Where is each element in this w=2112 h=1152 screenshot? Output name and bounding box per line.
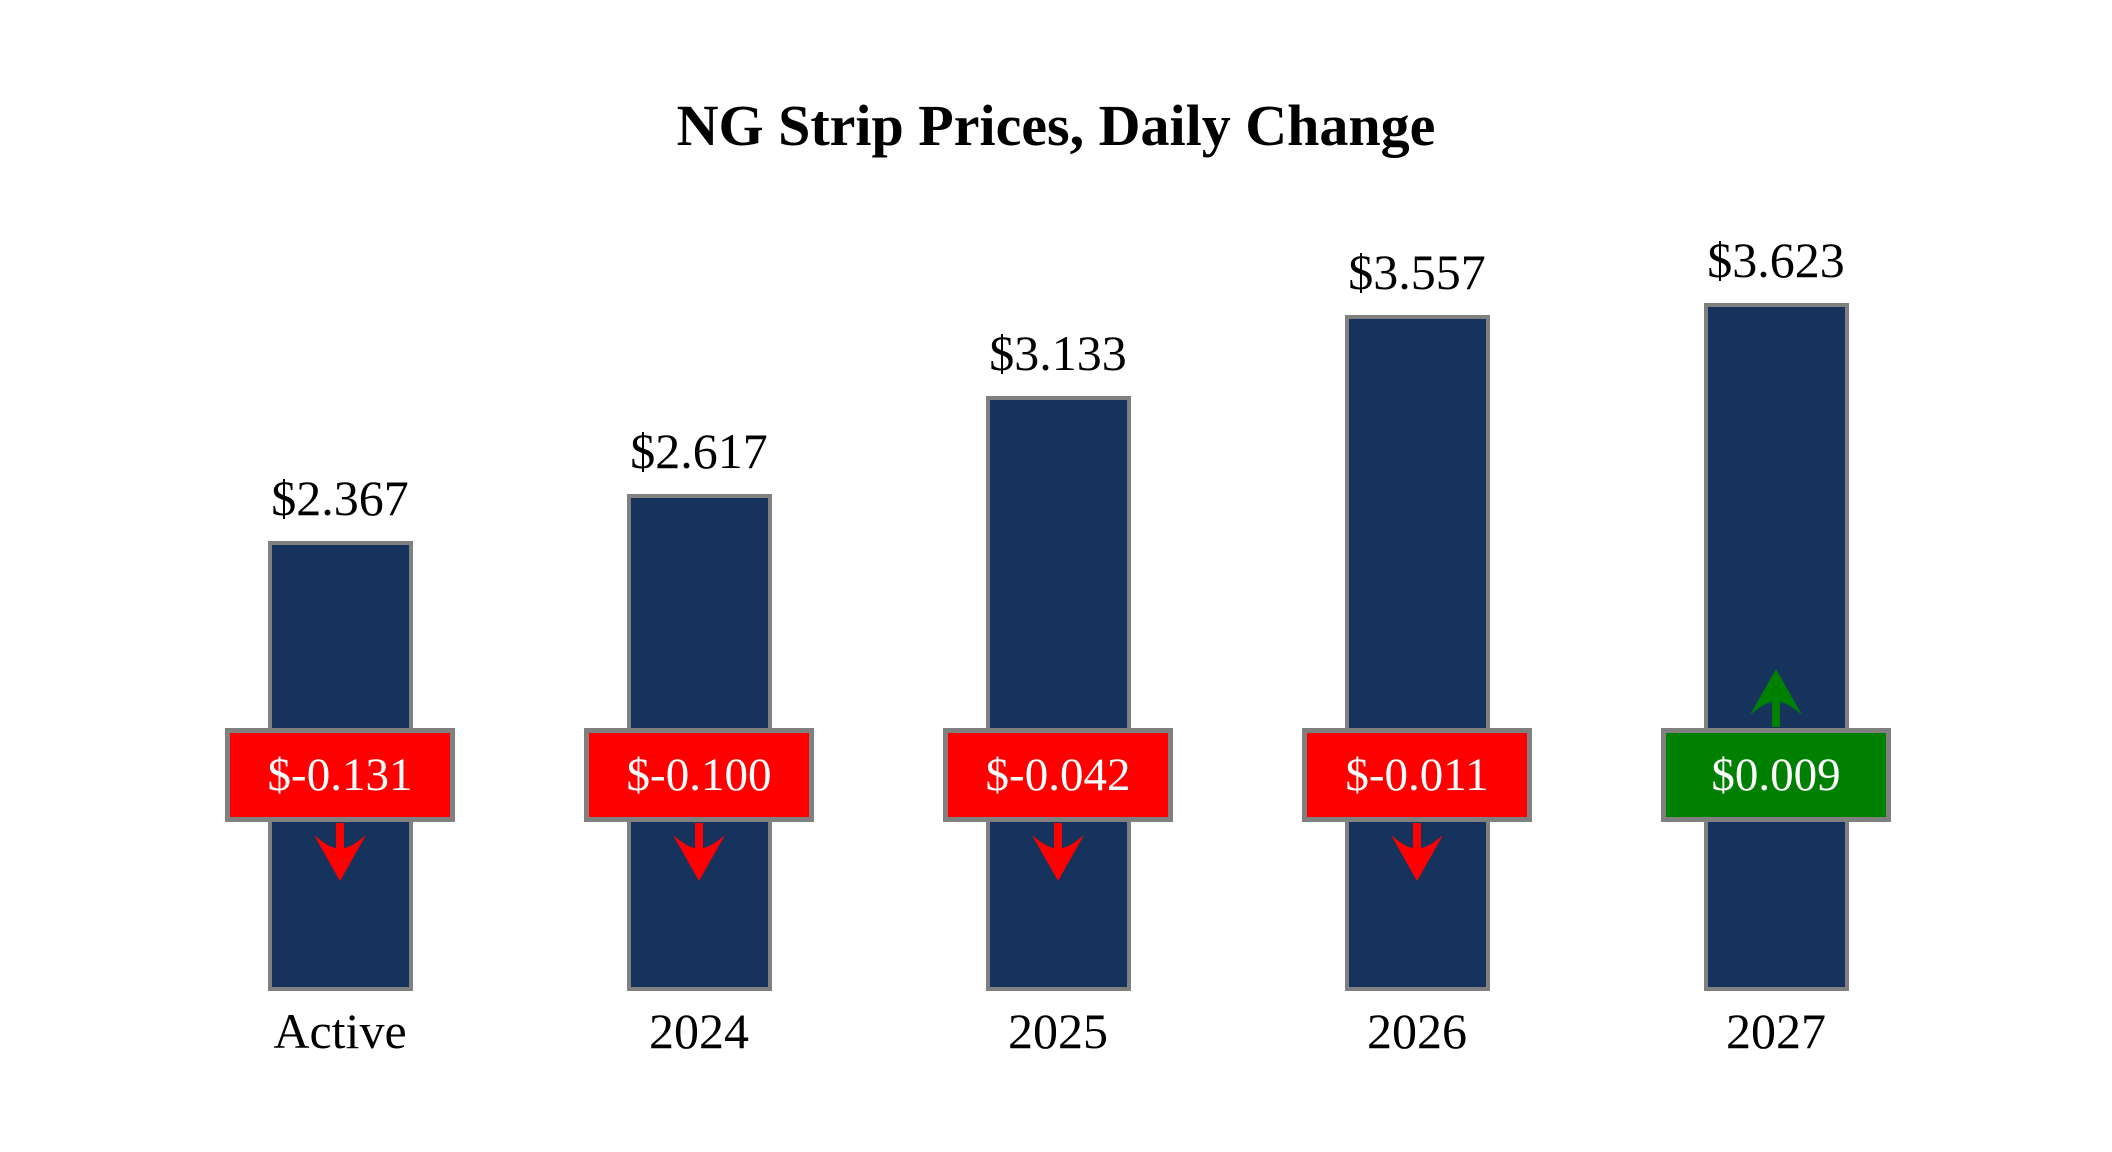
bar xyxy=(985,396,1131,991)
bar-value-label: $2.617 xyxy=(630,423,768,479)
bar xyxy=(1344,315,1490,991)
up-arrow-icon xyxy=(1750,669,1802,727)
down-arrow-icon xyxy=(1032,823,1084,881)
bar xyxy=(1703,303,1849,991)
down-arrow-icon xyxy=(673,823,725,881)
change-badge: $-0.131 xyxy=(225,728,455,822)
bar-value-label: $3.557 xyxy=(1348,244,1486,300)
category-label: 2027 xyxy=(1726,1003,1826,1059)
change-badge: $0.009 xyxy=(1661,728,1891,822)
down-arrow-icon xyxy=(1391,823,1443,881)
category-label: 2025 xyxy=(1008,1003,1108,1059)
change-badge: $-0.100 xyxy=(584,728,814,822)
category-label: Active xyxy=(273,1003,407,1059)
change-badge: $-0.011 xyxy=(1302,728,1532,822)
bar-value-label: $3.133 xyxy=(989,325,1127,381)
chart-title: NG Strip Prices, Daily Change xyxy=(676,93,1436,158)
category-label: 2026 xyxy=(1367,1003,1467,1059)
bar-value-label: $2.367 xyxy=(271,470,409,526)
change-badge: $-0.042 xyxy=(943,728,1173,822)
down-arrow-icon xyxy=(314,823,366,881)
bar-value-label: $3.623 xyxy=(1707,232,1845,288)
category-label: 2024 xyxy=(649,1003,749,1059)
